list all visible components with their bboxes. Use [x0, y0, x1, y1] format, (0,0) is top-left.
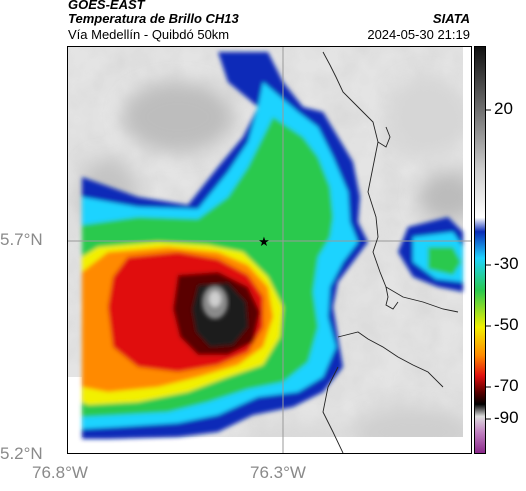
colorbar-label: -30 — [494, 254, 519, 273]
lat-label: 5.7°N — [0, 230, 43, 249]
colorbar — [474, 46, 486, 454]
satellite-map[interactable]: ★ — [67, 46, 472, 454]
lat-label: 5.2°N — [0, 444, 43, 463]
lon-label: 76.3°W — [250, 463, 306, 482]
product-title: Temperatura de Brillo CH13 — [68, 11, 239, 26]
region-subtitle: Vía Medellín - Quibdó 50km — [68, 27, 230, 42]
colorbar-label: -90 — [494, 408, 519, 427]
lon-label: 76.8°W — [32, 463, 88, 482]
nodata-right — [463, 47, 471, 453]
datetime-label: 2024-05-30 21:19 — [367, 27, 470, 42]
star-icon: ★ — [258, 234, 270, 249]
satellite-title: GOES-EAST — [68, 0, 145, 12]
colorbar-gradient — [475, 47, 485, 453]
colorbar-ticks — [486, 109, 491, 420]
map-canvas: ★ — [68, 47, 471, 453]
cold-cloud-field — [82, 52, 463, 439]
colorbar-label: -50 — [494, 315, 519, 334]
cloud-core — [202, 285, 228, 319]
nodata-bottom — [82, 437, 471, 453]
colorbar-label: -70 — [494, 376, 519, 395]
agency-label: SIATA — [432, 11, 470, 26]
coastline — [322, 51, 459, 313]
colorbar-label: 20 — [494, 99, 513, 118]
nodata-left — [68, 377, 82, 453]
